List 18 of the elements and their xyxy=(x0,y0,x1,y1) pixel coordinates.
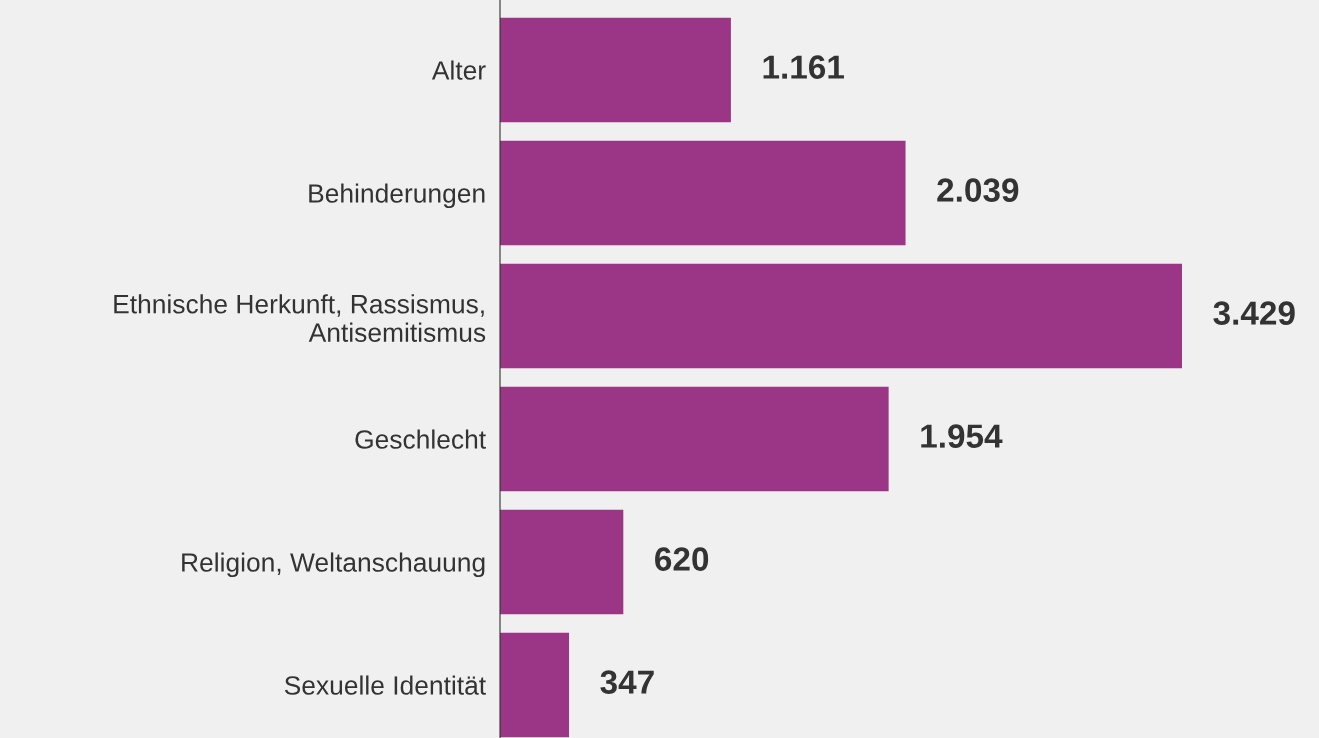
y-tick-label: Geschlecht xyxy=(355,429,486,449)
data-label: 1.954 xyxy=(921,424,1003,448)
y-tick-label: Alter xyxy=(431,60,486,80)
bar xyxy=(500,17,731,123)
bar xyxy=(500,386,889,492)
data-label: 1.161 xyxy=(763,55,844,79)
y-tick-label: Sexuelle Identität xyxy=(284,675,486,695)
y-tick-label: Ethnische Herkunft, Rassismus, Antisemitismus xyxy=(114,294,486,342)
bar xyxy=(500,509,624,615)
bar xyxy=(500,632,570,738)
data-label: 3.429 xyxy=(1213,301,1295,325)
bar xyxy=(500,263,1182,369)
bar xyxy=(500,140,906,246)
y-tick-label: Behinderungen xyxy=(309,183,485,209)
y-tick-label: Religion, Weltanschauung xyxy=(182,552,485,578)
data-label: 347 xyxy=(600,670,654,694)
data-label: 2.039 xyxy=(937,178,1019,202)
data-label: 620 xyxy=(655,547,709,571)
